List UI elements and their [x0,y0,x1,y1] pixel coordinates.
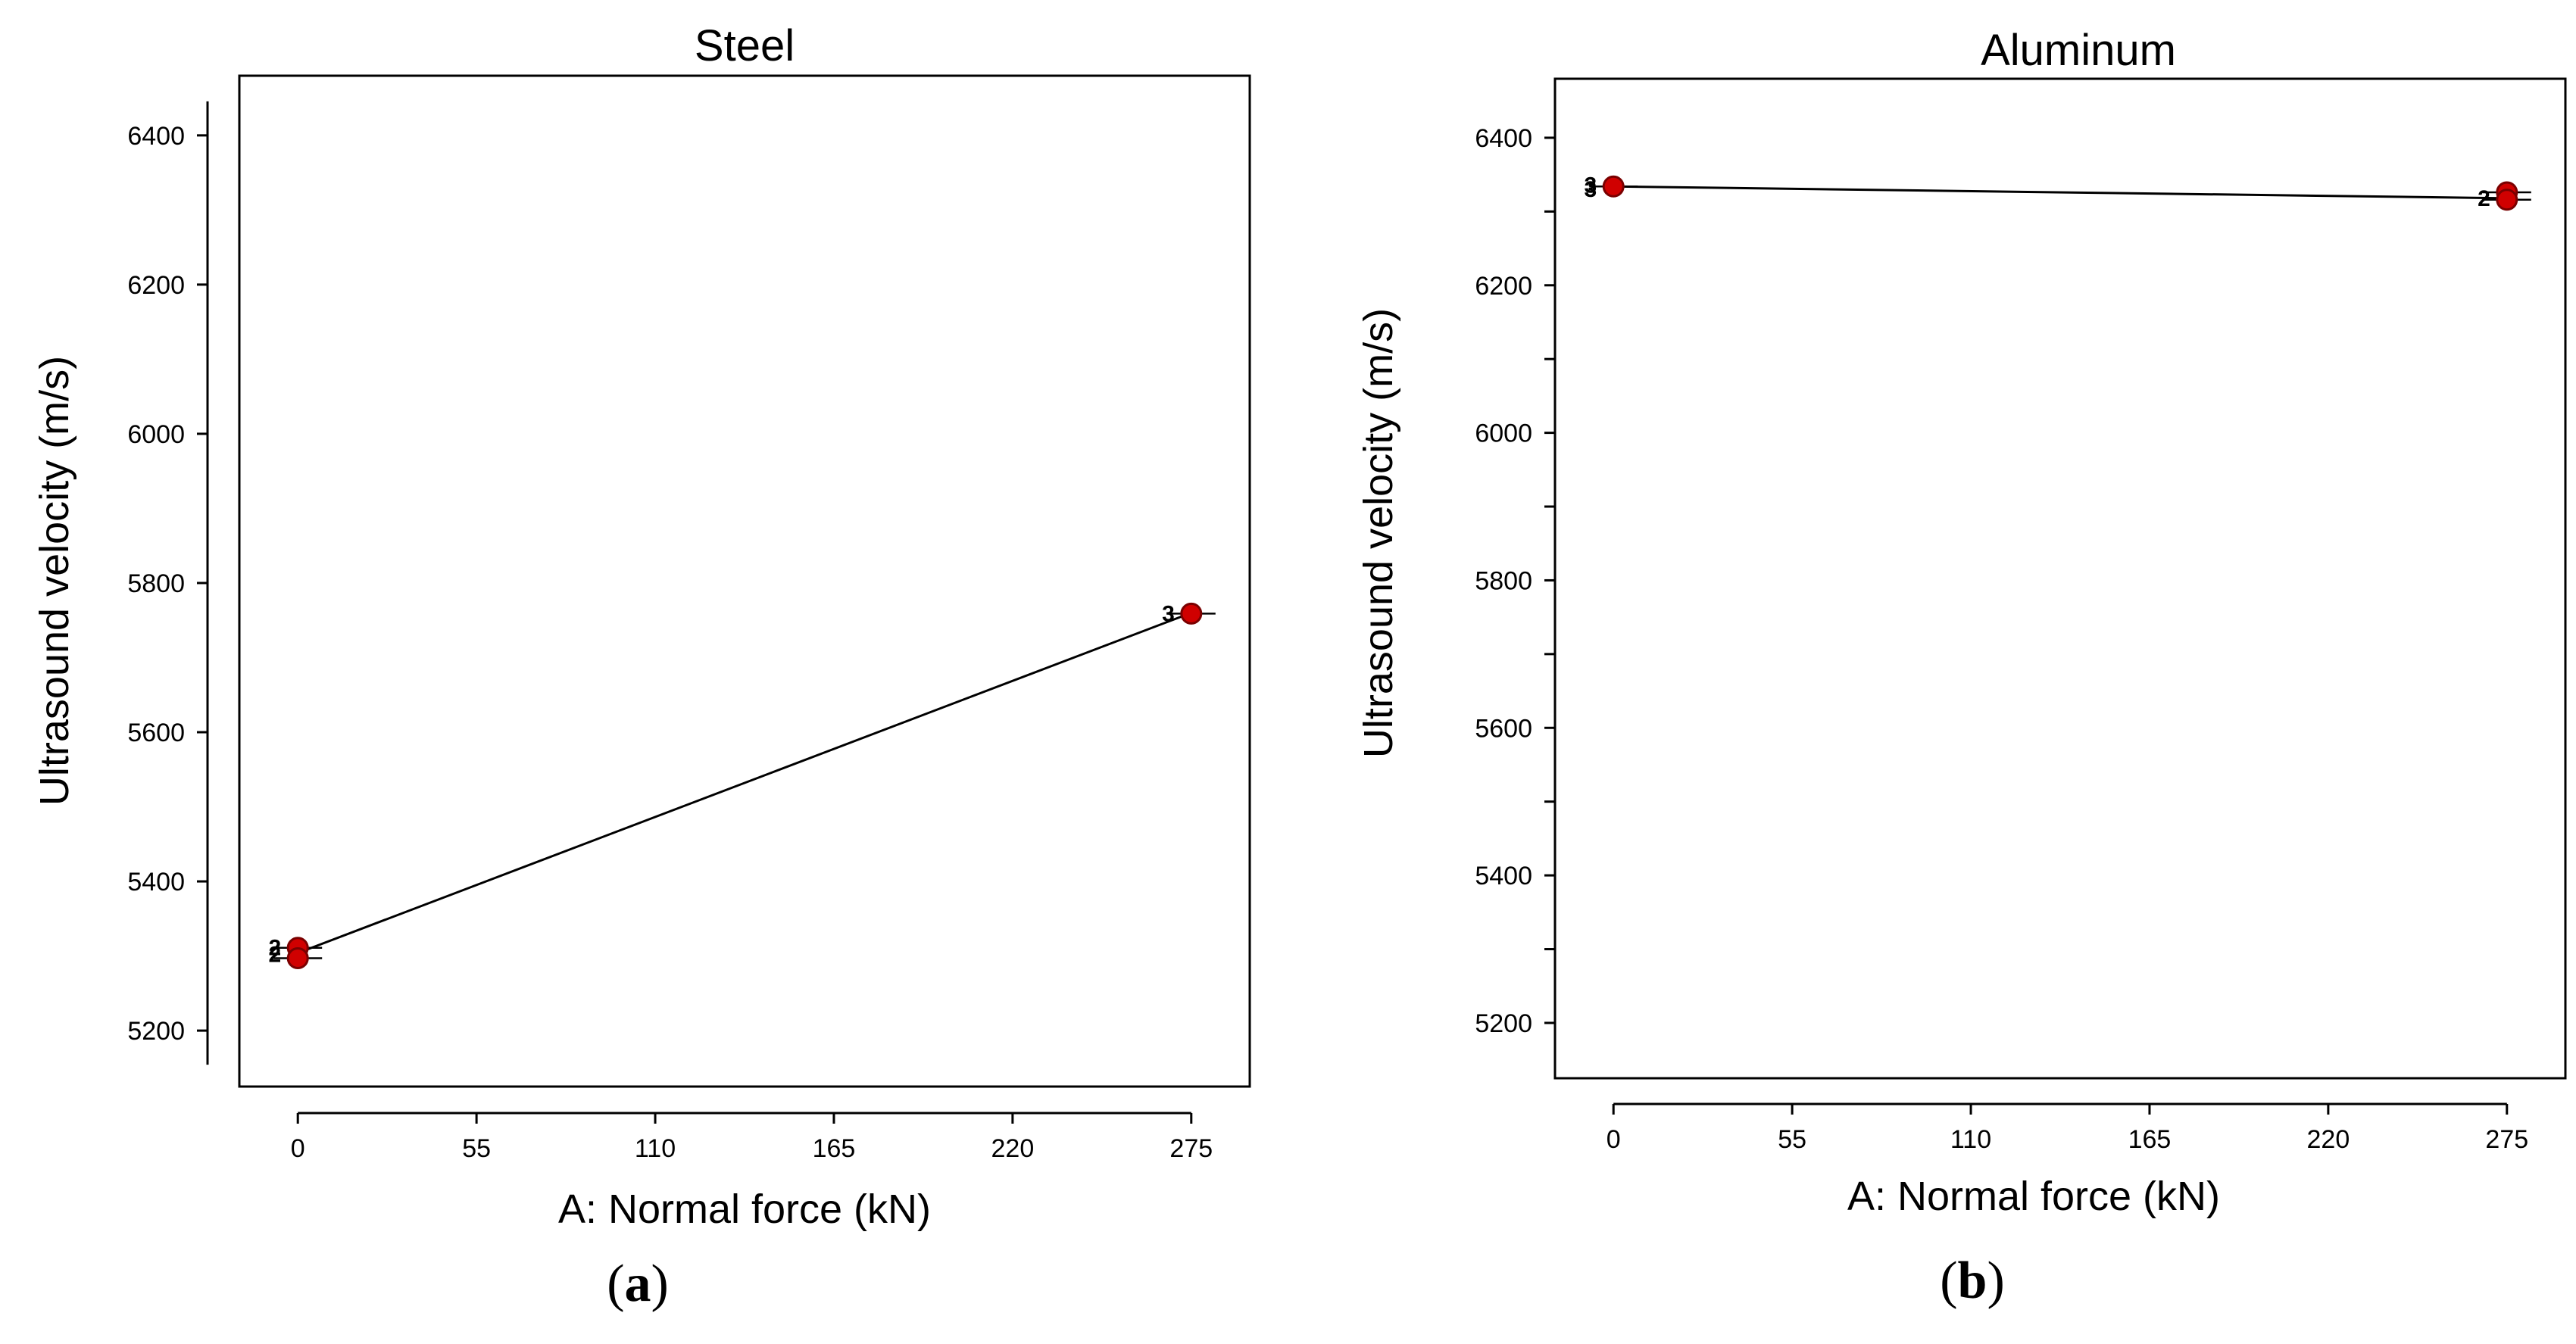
y-tick-label-steel-5: 6200 [127,271,185,300]
point-count-label-steel-0: 2 [269,936,282,961]
panel-label-a: (a) [607,1255,669,1313]
point-count-label-aluminum-2: 2 [2478,186,2490,211]
y-tick-label-aluminum-6: 6400 [1475,124,1532,153]
y-tick-label-steel-1: 5400 [127,868,185,897]
y-axis-title-steel: Ultrasound velocity (m/s) [32,356,77,806]
y-tick-label-aluminum-0: 5200 [1475,1009,1532,1038]
y-tick-label-steel-2: 5600 [127,719,185,747]
panel-label-a-close: ) [651,1255,669,1313]
y-tick-label-aluminum-2: 5600 [1475,714,1532,743]
y-tick-label-aluminum-1: 5400 [1475,862,1532,890]
x-axis-title-aluminum: A: Normal force (kN) [1847,1174,2220,1219]
x-tick-label-aluminum-0: 0 [1606,1125,1621,1154]
x-tick-label-steel-5: 275 [1169,1134,1213,1163]
chart-title-aluminum: Aluminum [1981,26,2176,75]
y-tick-label-steel-4: 6000 [127,420,185,449]
plot-frame-steel [238,74,1251,1088]
x-tick-label-aluminum-3: 165 [2128,1125,2172,1154]
x-axis-title-steel: A: Normal force (kN) [558,1187,931,1232]
x-tick-label-steel-2: 110 [635,1134,676,1163]
plot-marks-aluminum: 33 2 [1585,173,2531,211]
data-point-steel-2 [1180,602,1203,625]
y-axis-title-aluminum: Ultrasound velocity (m/s) [1356,308,1401,758]
x-tick-label-steel-3: 165 [813,1134,856,1163]
panel-label-a-open: ( [607,1255,624,1313]
point-count-label-steel-1: 2 [269,943,282,968]
y-tick-label-aluminum-3: 5800 [1475,566,1532,595]
panel-label-b-letter: b [1958,1252,1987,1310]
y-tick-label-aluminum-5: 6200 [1475,272,1532,301]
panel-label-a-letter: a [625,1255,651,1313]
axis-ticks-steel: 0 55 110 165 220 275 5200 5400 5600 5800 6000 6200 6… [127,101,1213,1163]
plot-marks-steel: 22 3 [269,601,1216,970]
point-count-label-steel-2: 3 [1162,601,1175,626]
plot-frame-aluminum [1553,77,2567,1080]
x-tick-label-steel-4: 220 [991,1134,1035,1163]
x-tick-label-aluminum-2: 110 [1950,1125,1991,1154]
point-count-label-aluminum-0: 3 [1585,173,1597,198]
chart-aluminum: Aluminum A: Normal force (kN) Ultrasound… [1356,26,2567,1310]
panel-label-b: (b) [1940,1252,2005,1310]
data-point-aluminum-2 [2496,189,2518,211]
x-tick-label-aluminum-5: 275 [2485,1125,2528,1154]
panel-label-b-open: ( [1940,1252,1957,1310]
x-tick-label-aluminum-1: 55 [1778,1125,1806,1154]
panel-label-b-close: ) [1987,1252,2004,1310]
chart-steel: Steel A: Normal force (kN) Ultrasound ve… [32,21,1251,1313]
fit-line-aluminum [1613,185,2507,200]
y-tick-label-aluminum-4: 6000 [1475,419,1532,448]
y-tick-label-steel-3: 5800 [127,569,185,598]
data-point-steel-1 [286,947,309,970]
chart-title-steel: Steel [695,21,795,70]
y-tick-label-steel-0: 5200 [127,1017,185,1046]
axis-ticks-aluminum: 0 55 110 165 220 275 5200 5400 5600 5800 6000 6200 6… [1475,103,2528,1154]
data-point-aluminum-0 [1602,175,1625,198]
y-tick-label-steel-6: 6400 [127,122,185,151]
x-tick-label-steel-1: 55 [462,1134,491,1163]
fit-line-steel [297,611,1192,955]
point-count-label-aluminum-1: 3 [1585,177,1597,202]
x-tick-label-aluminum-4: 220 [2307,1125,2350,1154]
x-tick-label-steel-0: 0 [291,1134,305,1163]
